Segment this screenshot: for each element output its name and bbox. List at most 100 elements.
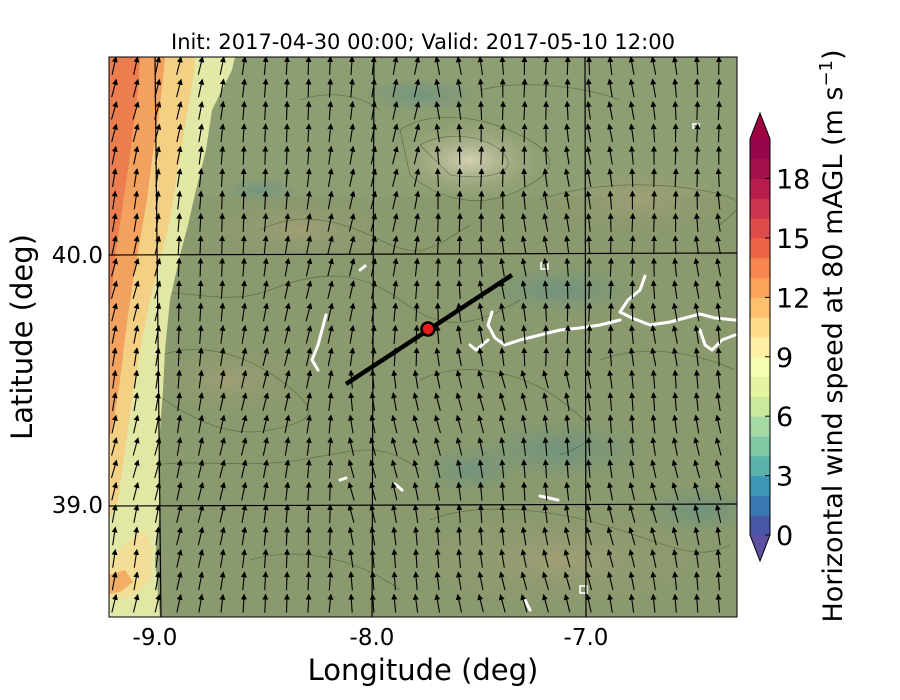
wind-arrow (219, 145, 226, 165)
wind-arrow (671, 504, 679, 523)
wind-arrow (520, 526, 527, 546)
wind-arrow (543, 57, 550, 76)
wind-arrow (520, 392, 528, 411)
wind-arrow (520, 593, 528, 613)
colorbar-tick-label: 3 (776, 462, 793, 493)
wind-arrow (520, 414, 527, 434)
colorbar-step (750, 396, 770, 417)
wind-arrow (477, 257, 484, 277)
wind-arrow (413, 571, 420, 591)
wind-arrow (262, 145, 269, 165)
wind-arrow (327, 168, 334, 187)
wind-arrow (176, 459, 183, 479)
wind-arrow (715, 548, 722, 568)
wind-arrow (542, 190, 549, 210)
wind-arrow (499, 302, 506, 322)
wind-arrow (628, 100, 635, 120)
wind-arrow (585, 436, 592, 456)
wind-arrow (413, 347, 420, 367)
wind-arrow (262, 257, 269, 277)
wind-arrow (283, 593, 290, 613)
wind-arrow (349, 347, 356, 367)
wind-arrow (198, 101, 205, 120)
wind-arrow (563, 190, 570, 210)
wind-arrow (111, 123, 118, 143)
terrain-highland (380, 115, 560, 205)
wind-arrow (412, 593, 419, 613)
wind-arrow (412, 369, 419, 389)
colorbar-step (750, 178, 770, 199)
wind-arrow (455, 369, 463, 389)
wind-arrow (563, 504, 570, 523)
wind-arrow (133, 190, 140, 210)
wind-arrow (456, 302, 463, 322)
wind-arrow (111, 57, 118, 75)
wind-arrow (650, 78, 657, 98)
wind-arrow (392, 190, 399, 210)
colorbar-tick-label: 18 (776, 165, 810, 196)
wind-arrow (327, 123, 334, 143)
wind-arrow (412, 481, 419, 501)
wind-arrow (564, 100, 571, 120)
wind-arrow (176, 145, 183, 165)
wind-arrow (498, 392, 506, 411)
wind-arrow (111, 212, 118, 232)
wind-arrow (693, 257, 700, 277)
wind-arrow (154, 190, 161, 210)
wind-arrow (392, 235, 399, 255)
wind-arrow (391, 593, 398, 613)
wind-arrow (197, 168, 204, 188)
colorbar-steps (750, 139, 770, 536)
wind-arrow (564, 280, 571, 300)
wind-arrow (262, 325, 269, 344)
wind-arrow (176, 369, 183, 389)
wind-arrow (585, 369, 592, 389)
wind-arrow (585, 78, 592, 98)
wind-arrow (111, 526, 118, 546)
wind-arrow (650, 57, 657, 75)
wind-arrow (241, 302, 248, 322)
wind-arrow (111, 347, 118, 367)
wind-arrow (521, 459, 528, 479)
wind-arrow (434, 78, 441, 98)
wind-arrow (198, 593, 205, 613)
wind-arrow (154, 235, 161, 255)
wind-arrow (542, 549, 549, 568)
wind-arrow (542, 436, 549, 456)
wind-arrow (111, 369, 118, 389)
wind-arrow (456, 504, 463, 524)
wind-arrow (262, 548, 269, 568)
wind-arrow (693, 481, 701, 501)
wind-arrow (564, 414, 571, 434)
wind-arrow (284, 481, 291, 501)
wind-arrow (240, 392, 248, 411)
wind-arrow (262, 504, 269, 523)
wind-arrow (650, 392, 657, 412)
wind-arrow (369, 571, 376, 591)
wind-arrow (715, 324, 722, 344)
wind-arrow (197, 190, 204, 210)
wind-arrow (348, 571, 355, 591)
wind-arrow (628, 436, 635, 456)
wind-arrow (284, 436, 291, 456)
wind-arrow (262, 392, 270, 411)
wind-arrow (693, 459, 701, 479)
wind-vectors (110, 57, 723, 613)
wind-arrow (132, 257, 140, 277)
wind-arrow (219, 235, 226, 255)
wind-arrow (606, 526, 614, 546)
wind-arrow (477, 526, 484, 546)
wind-arrow (693, 504, 700, 523)
wind-arrow (456, 100, 463, 120)
wind-arrow (111, 235, 118, 255)
wind-arrow (262, 123, 269, 143)
wind-arrow (392, 101, 399, 120)
wind-arrow (693, 437, 700, 456)
wind-arrow (370, 213, 378, 232)
wind-arrow (629, 235, 636, 255)
wind-arrow (520, 257, 527, 277)
wind-arrow (478, 168, 485, 188)
wind-arrow (284, 212, 291, 232)
colorbar-step (750, 515, 770, 536)
wind-arrow (219, 212, 226, 232)
